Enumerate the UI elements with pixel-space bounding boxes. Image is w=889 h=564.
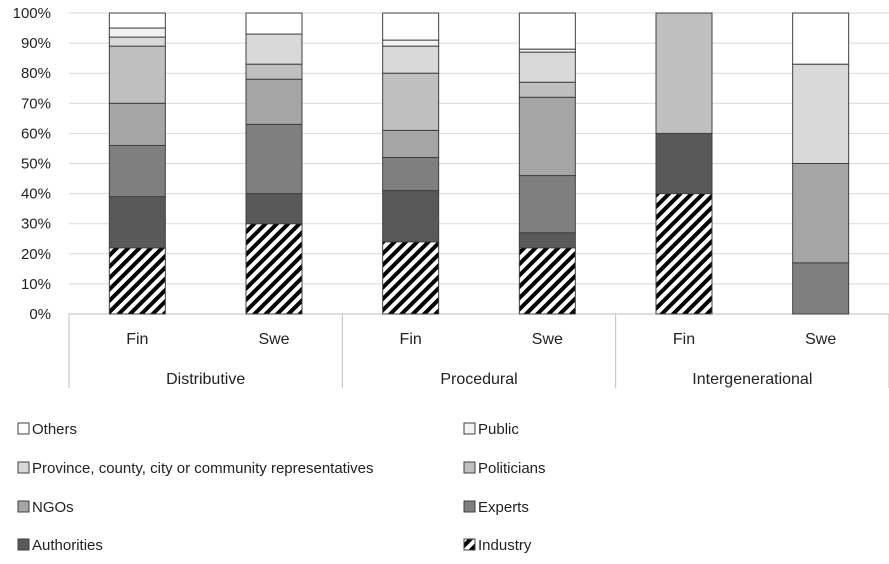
bar-segment-province-county-city-or-community-representatives-0 — [108, 36, 166, 47]
y-tick-label: 20% — [21, 246, 51, 263]
y-tick-label: 100% — [13, 5, 51, 22]
legend-label: Experts — [478, 499, 529, 516]
bar-segment-authorities-1 — [245, 193, 303, 225]
legend-swatch — [463, 500, 476, 513]
legend-label: Province, county, city or community repr… — [32, 460, 374, 477]
legend-label: Authorities — [32, 537, 103, 554]
x-tick-label: Fin — [673, 331, 695, 348]
bar-segment-province-county-city-or-community-representatives-3 — [518, 51, 576, 83]
y-tick-label: 50% — [21, 156, 51, 173]
legend-label: Industry — [478, 537, 532, 554]
bar-segment-industry-1 — [245, 223, 303, 315]
bar-segment-experts-3 — [518, 175, 576, 234]
bar-segment-politicians-0 — [108, 45, 166, 104]
bar-segment-politicians-2 — [382, 72, 440, 131]
bar-segment-others-2 — [382, 12, 440, 41]
bar-segment-ngos-1 — [245, 78, 303, 125]
bar-segment-province-county-city-or-community-representatives-2 — [382, 45, 440, 74]
y-tick-label: 90% — [21, 35, 51, 52]
x-tick-label: Swe — [805, 331, 836, 348]
bar-segment-others-3 — [518, 12, 576, 50]
legend-swatch — [463, 461, 476, 474]
legend-swatch — [17, 422, 30, 435]
bar-segment-industry-0 — [108, 247, 166, 315]
bar-segment-experts-0 — [108, 144, 166, 198]
x-tick-label: Swe — [258, 331, 289, 348]
legend-label: Public — [478, 421, 519, 438]
x-tick-label: Fin — [400, 331, 422, 348]
legend-swatch — [17, 500, 30, 513]
legend-swatch — [463, 538, 476, 551]
bar-segment-public-0 — [108, 27, 166, 38]
bar-segment-industry-3 — [518, 247, 576, 315]
bar-segment-others-5 — [792, 12, 850, 65]
y-tick-label: 40% — [21, 186, 51, 203]
bar-segment-others-1 — [245, 12, 303, 35]
bar-segment-experts-2 — [382, 156, 440, 192]
bar-segment-experts-1 — [245, 123, 303, 195]
legend-swatch — [17, 461, 30, 474]
bar-segment-authorities-3 — [518, 232, 576, 249]
bar-segment-ngos-5 — [792, 163, 850, 264]
bar-segment-authorities-0 — [108, 196, 166, 249]
y-tick-label: 60% — [21, 125, 51, 142]
legend-swatch — [17, 538, 30, 551]
bar-segment-province-county-city-or-community-representatives-1 — [245, 33, 303, 65]
legend-label: Politicians — [478, 460, 546, 477]
gridlines — [69, 12, 889, 315]
bar-segment-public-2 — [382, 39, 440, 47]
x-tick-label: Swe — [532, 331, 563, 348]
x-group-label: Procedural — [440, 371, 517, 388]
bar-segment-authorities-2 — [382, 190, 440, 243]
y-tick-label: 80% — [21, 65, 51, 82]
stacked-bars — [108, 12, 850, 315]
x-axis: Fin Swe Distributive Fin Swe Procedural Fin Swe… — [68, 314, 889, 388]
bar-segment-politicians-4 — [655, 12, 713, 134]
bar-segment-authorities-4 — [655, 132, 713, 195]
legend-swatch — [463, 422, 476, 435]
bar-segment-politicians-1 — [245, 63, 303, 80]
legend-label: Others — [32, 421, 77, 438]
y-tick-label: 30% — [21, 216, 51, 233]
bar-segment-experts-5 — [792, 262, 850, 315]
bar-segment-ngos-3 — [518, 96, 576, 177]
bar-segment-ngos-0 — [108, 102, 166, 146]
bar-segment-politicians-3 — [518, 81, 576, 98]
y-tick-label: 0% — [29, 306, 51, 323]
bar-segment-industry-4 — [655, 193, 713, 315]
y-tick-label: 10% — [21, 276, 51, 293]
y-axis-tick-labels: 0% 10% 20% 30% 40% 50% 60% 70% 80% 90% 100% — [13, 5, 51, 323]
x-group-label: Intergenerational — [692, 371, 812, 388]
y-tick-label: 70% — [21, 95, 51, 112]
bar-segment-others-0 — [108, 12, 166, 29]
bar-segment-industry-2 — [382, 241, 440, 315]
x-group-label: Distributive — [166, 371, 245, 388]
legend: Others Public Province, county, city or co… — [17, 421, 546, 554]
x-tick-label: Fin — [126, 331, 148, 348]
bar-segment-ngos-2 — [382, 129, 440, 158]
bar-segment-province-county-city-or-community-representatives-5 — [792, 63, 850, 164]
legend-label: NGOs — [32, 499, 74, 516]
